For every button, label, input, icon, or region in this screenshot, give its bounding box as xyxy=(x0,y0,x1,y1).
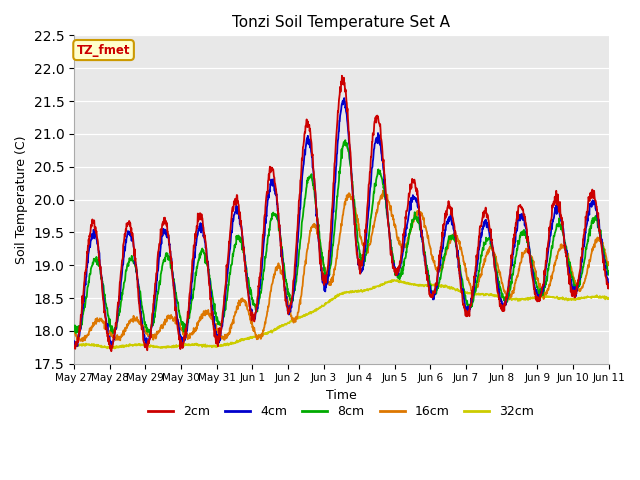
Title: Tonzi Soil Temperature Set A: Tonzi Soil Temperature Set A xyxy=(232,15,451,30)
X-axis label: Time: Time xyxy=(326,389,356,402)
Legend: 2cm, 4cm, 8cm, 16cm, 32cm: 2cm, 4cm, 8cm, 16cm, 32cm xyxy=(143,400,540,423)
Y-axis label: Soil Temperature (C): Soil Temperature (C) xyxy=(15,135,28,264)
Text: TZ_fmet: TZ_fmet xyxy=(77,44,131,57)
